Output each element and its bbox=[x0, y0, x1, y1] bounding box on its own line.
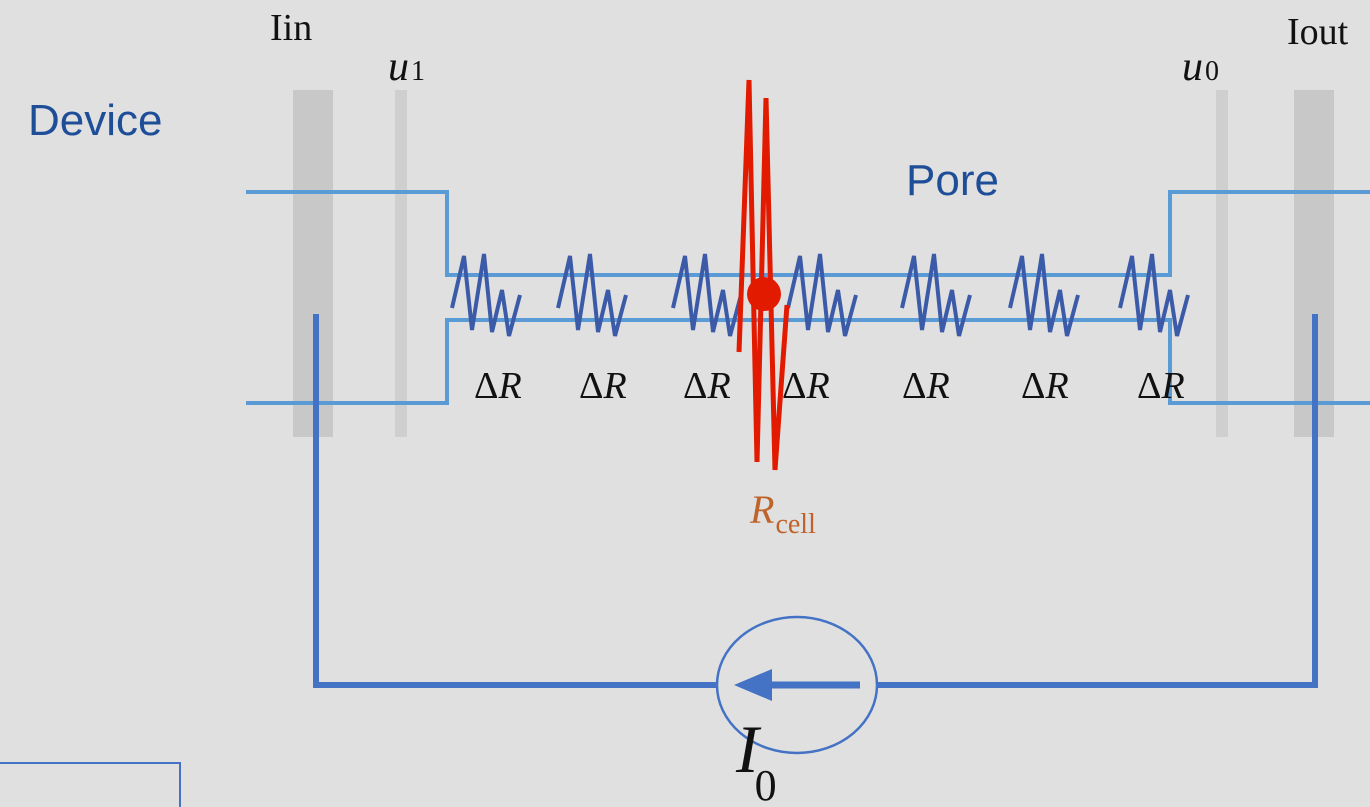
current-source-subscript: 0 bbox=[755, 761, 777, 807]
u0-subscript: 0 bbox=[1205, 56, 1219, 87]
wire-left bbox=[313, 314, 717, 688]
resistor-6 bbox=[1008, 253, 1080, 337]
resistor-1 bbox=[450, 253, 522, 337]
corner-box-outline bbox=[0, 762, 181, 807]
i-out-label: Iout bbox=[1287, 11, 1349, 53]
u1-label: u1 bbox=[388, 44, 425, 90]
resistor-label-symbol: R bbox=[497, 365, 521, 407]
resistor-7 bbox=[1118, 253, 1190, 337]
resistor-label-symbol: R bbox=[706, 365, 730, 407]
resistor-5 bbox=[900, 253, 972, 337]
r-cell-base: R bbox=[749, 487, 774, 532]
resistor-label-symbol: R bbox=[1044, 365, 1068, 407]
resistor-2 bbox=[556, 253, 628, 337]
resistor-label-1: ΔR bbox=[474, 365, 522, 407]
u1-subscript: 1 bbox=[411, 56, 425, 87]
cell-body bbox=[747, 277, 781, 311]
electrode-out-inner bbox=[1216, 90, 1228, 437]
current-source-label: I0 bbox=[735, 711, 777, 807]
resistor-labels: ΔR ΔR ΔR ΔR ΔR ΔR ΔR bbox=[474, 365, 1185, 407]
u1-base: u bbox=[388, 44, 409, 90]
resistor-label-6: ΔR bbox=[1021, 365, 1069, 407]
pore-label: Pore bbox=[906, 156, 999, 205]
resistor-label-delta: Δ bbox=[902, 365, 926, 407]
resistor-4 bbox=[786, 253, 858, 337]
device-label: Device bbox=[28, 96, 163, 145]
resistor-label-symbol: R bbox=[805, 365, 829, 407]
current-direction-arrow-icon bbox=[734, 669, 772, 701]
resistor-label-delta: Δ bbox=[474, 365, 498, 407]
resistor-label-symbol: R bbox=[1160, 365, 1184, 407]
resistor-label-delta: Δ bbox=[683, 365, 707, 407]
channel-top-wall bbox=[246, 190, 1370, 277]
resistor-label-delta: Δ bbox=[782, 365, 806, 407]
resistor-label-7: ΔR bbox=[1137, 365, 1185, 407]
resistor-label-symbol: R bbox=[925, 365, 949, 407]
resistor-label-delta: Δ bbox=[1021, 365, 1045, 407]
u0-label: u0 bbox=[1182, 44, 1219, 90]
resistor-label-3: ΔR bbox=[683, 365, 731, 407]
resistor-label-symbol: R bbox=[602, 365, 626, 407]
resistor-label-delta: Δ bbox=[579, 365, 603, 407]
current-source-base: I bbox=[735, 711, 762, 787]
r-cell-subscript: cell bbox=[775, 509, 816, 540]
resistor-label-2: ΔR bbox=[579, 365, 627, 407]
r-cell-label: Rcell bbox=[749, 487, 816, 540]
resistor-chain bbox=[450, 253, 1190, 337]
wire-right bbox=[877, 314, 1318, 688]
resistor-label-delta: Δ bbox=[1137, 365, 1161, 407]
resistor-3 bbox=[671, 253, 743, 337]
resistor-label-4: ΔR bbox=[782, 365, 830, 407]
i-in-label: Iin bbox=[270, 7, 312, 49]
resistor-label-5: ΔR bbox=[902, 365, 950, 407]
u0-base: u bbox=[1182, 44, 1203, 90]
electrode-in-inner bbox=[395, 90, 407, 437]
